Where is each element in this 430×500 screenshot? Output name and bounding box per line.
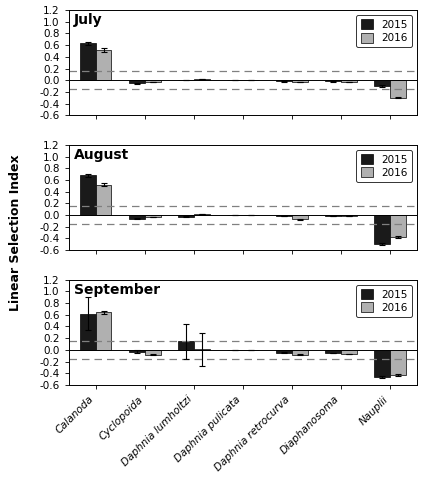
Bar — [341, 80, 357, 82]
Bar — [390, 350, 406, 375]
Text: July: July — [74, 13, 103, 27]
Bar — [276, 350, 292, 353]
Bar — [375, 215, 390, 244]
Bar — [129, 80, 145, 83]
Bar — [341, 350, 357, 354]
Bar — [341, 215, 357, 216]
Bar — [145, 350, 160, 354]
Bar — [194, 214, 209, 215]
Text: September: September — [74, 283, 160, 297]
Bar — [145, 215, 160, 217]
Bar — [96, 50, 111, 80]
Bar — [276, 80, 292, 82]
Bar — [129, 350, 145, 352]
Legend: 2015, 2016: 2015, 2016 — [356, 150, 412, 182]
Bar — [276, 215, 292, 216]
Bar — [326, 350, 341, 353]
Text: Linear Selection Index: Linear Selection Index — [9, 154, 22, 311]
Bar — [96, 184, 111, 215]
Bar — [129, 215, 145, 218]
Bar — [326, 215, 341, 216]
Bar — [292, 80, 308, 82]
Bar — [390, 215, 406, 238]
Text: August: August — [74, 148, 129, 162]
Bar — [96, 312, 111, 350]
Legend: 2015, 2016: 2015, 2016 — [356, 15, 412, 47]
Bar — [178, 215, 194, 217]
Bar — [194, 79, 209, 80]
Bar — [80, 314, 96, 350]
Bar — [292, 215, 308, 219]
Bar — [375, 350, 390, 377]
Bar — [390, 80, 406, 98]
Legend: 2015, 2016: 2015, 2016 — [356, 285, 412, 317]
Bar — [145, 80, 160, 82]
Bar — [178, 341, 194, 350]
Bar — [326, 80, 341, 82]
Bar — [375, 80, 390, 86]
Bar — [292, 350, 308, 354]
Bar — [80, 44, 96, 80]
Bar — [80, 176, 96, 215]
